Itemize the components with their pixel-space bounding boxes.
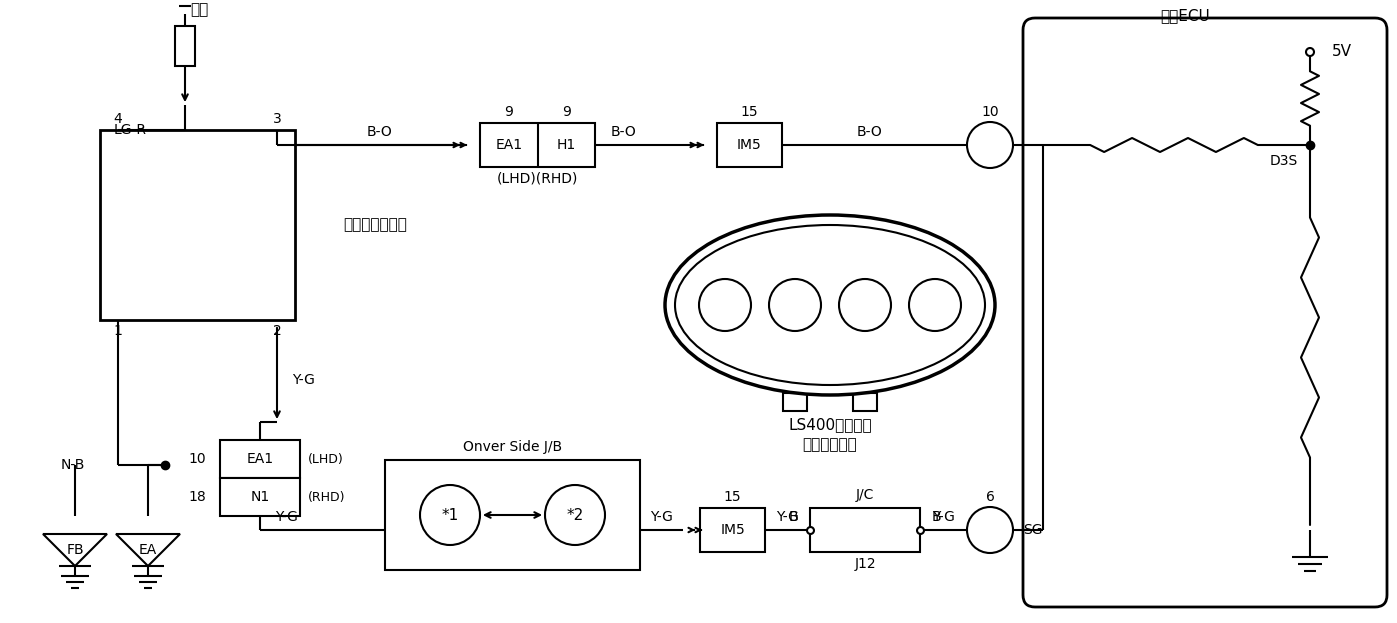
Text: EA: EA [138,543,156,557]
Text: Y-G: Y-G [932,510,956,524]
Text: 1: 1 [113,324,123,338]
Circle shape [545,485,605,545]
Text: 15: 15 [740,105,759,119]
Text: 4: 4 [930,298,940,313]
Text: (RHD): (RHD) [307,490,345,503]
Text: 熔丝: 熔丝 [190,2,208,17]
Text: 2: 2 [272,324,281,338]
Text: 传感器的插口: 传感器的插口 [803,437,858,452]
Text: (LHD)(RHD): (LHD)(RHD) [497,172,578,186]
Text: 3: 3 [272,112,281,126]
Bar [219,440,300,478]
Text: EA1: EA1 [246,452,274,466]
Text: 6: 6 [985,490,995,504]
Text: J/C: J/C [856,488,875,502]
Text: B: B [932,510,942,524]
Text: LG-R: LG-R [113,123,147,137]
Bar [854,393,877,411]
Bar [386,460,640,570]
Circle shape [698,279,752,331]
Bar [700,508,766,552]
Text: J12: J12 [854,557,876,571]
Circle shape [909,279,961,331]
Circle shape [840,279,891,331]
Text: A23: A23 [978,523,1002,536]
Text: SG: SG [1023,523,1042,537]
Text: H1: H1 [556,138,576,152]
Text: *1: *1 [441,508,458,523]
Text: N-B: N-B [60,458,85,472]
Bar [175,26,196,66]
Text: Y-G: Y-G [275,510,298,524]
Circle shape [768,279,821,331]
Text: EA1: EA1 [495,138,522,152]
Text: 18: 18 [189,490,205,504]
Bar [481,123,595,167]
Text: 3: 3 [861,298,870,313]
Text: A23: A23 [978,138,1002,151]
Text: *2: *2 [566,508,584,523]
Text: 2: 2 [791,298,800,313]
Bar [810,508,921,552]
Text: B-O: B-O [610,125,636,139]
Text: 15: 15 [724,490,742,504]
Text: B: B [788,510,798,524]
Text: IM5: IM5 [738,138,761,152]
Text: Onver Side J/B: Onver Side J/B [462,440,562,454]
Text: B-O: B-O [858,125,883,139]
Circle shape [420,485,481,545]
Text: 4: 4 [113,112,123,126]
Text: LS400空气质量: LS400空气质量 [788,417,872,432]
Text: 空调ECU: 空调ECU [1160,9,1210,24]
Text: Y-G: Y-G [650,510,673,524]
Text: N1: N1 [250,490,270,504]
Text: D3S: D3S [1270,154,1298,168]
Text: 9: 9 [504,105,513,119]
Circle shape [967,122,1013,168]
Text: FB: FB [66,543,84,557]
Text: (LHD): (LHD) [307,452,344,465]
Text: Y-G: Y-G [777,510,799,524]
Bar [219,478,300,516]
Ellipse shape [665,215,995,395]
Circle shape [967,507,1013,553]
Text: 10: 10 [981,105,999,119]
Text: 9: 9 [562,105,571,119]
Text: 空气质量传感器: 空气质量传感器 [344,217,407,232]
Text: Y-G: Y-G [292,373,314,387]
Text: 5V: 5V [1331,44,1352,60]
Bar [101,130,295,320]
Bar [782,393,807,411]
Text: 10: 10 [189,452,205,466]
Bar [717,123,782,167]
Text: B-O: B-O [367,125,393,139]
FancyBboxPatch shape [1023,18,1387,607]
Text: IM5: IM5 [719,523,745,537]
Text: 1: 1 [721,298,729,313]
